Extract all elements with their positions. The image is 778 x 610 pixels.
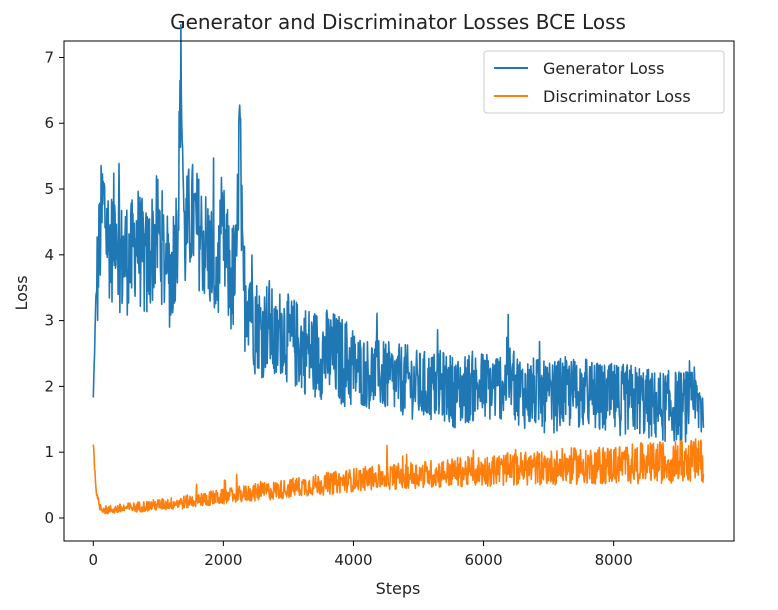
x-tick-label: 8000 [595, 551, 633, 569]
series-line-discriminator [92, 438, 705, 515]
y-tick-label: 5 [44, 180, 54, 198]
x-axis-label: Steps [376, 579, 421, 598]
y-tick-label: 4 [44, 246, 54, 264]
series-line-generator [92, 23, 705, 443]
legend-label: Discriminator Loss [543, 87, 691, 106]
y-tick-label: 3 [44, 312, 54, 330]
legend-label: Generator Loss [543, 59, 664, 78]
y-tick-label: 7 [44, 48, 54, 66]
legend: Generator Loss Discriminator Loss [483, 50, 725, 114]
y-tick-label: 2 [44, 377, 54, 395]
x-axis: 0 2000 4000 6000 8000 [88, 541, 633, 569]
x-tick-label: 6000 [464, 551, 502, 569]
x-tick-label: 4000 [334, 551, 372, 569]
x-tick-label: 0 [88, 551, 98, 569]
y-axis: 0 1 2 3 4 5 6 7 [44, 48, 64, 527]
x-tick-label: 2000 [204, 551, 242, 569]
plot-frame [63, 40, 735, 542]
y-tick-label: 1 [44, 443, 54, 461]
plot-area [92, 23, 705, 515]
y-tick-label: 6 [44, 114, 54, 132]
legend-box [483, 50, 725, 114]
y-axis-label: Loss [12, 275, 31, 310]
y-tick-label: 0 [44, 509, 54, 527]
chart-title: Generator and Discriminator Losses BCE L… [170, 10, 626, 34]
